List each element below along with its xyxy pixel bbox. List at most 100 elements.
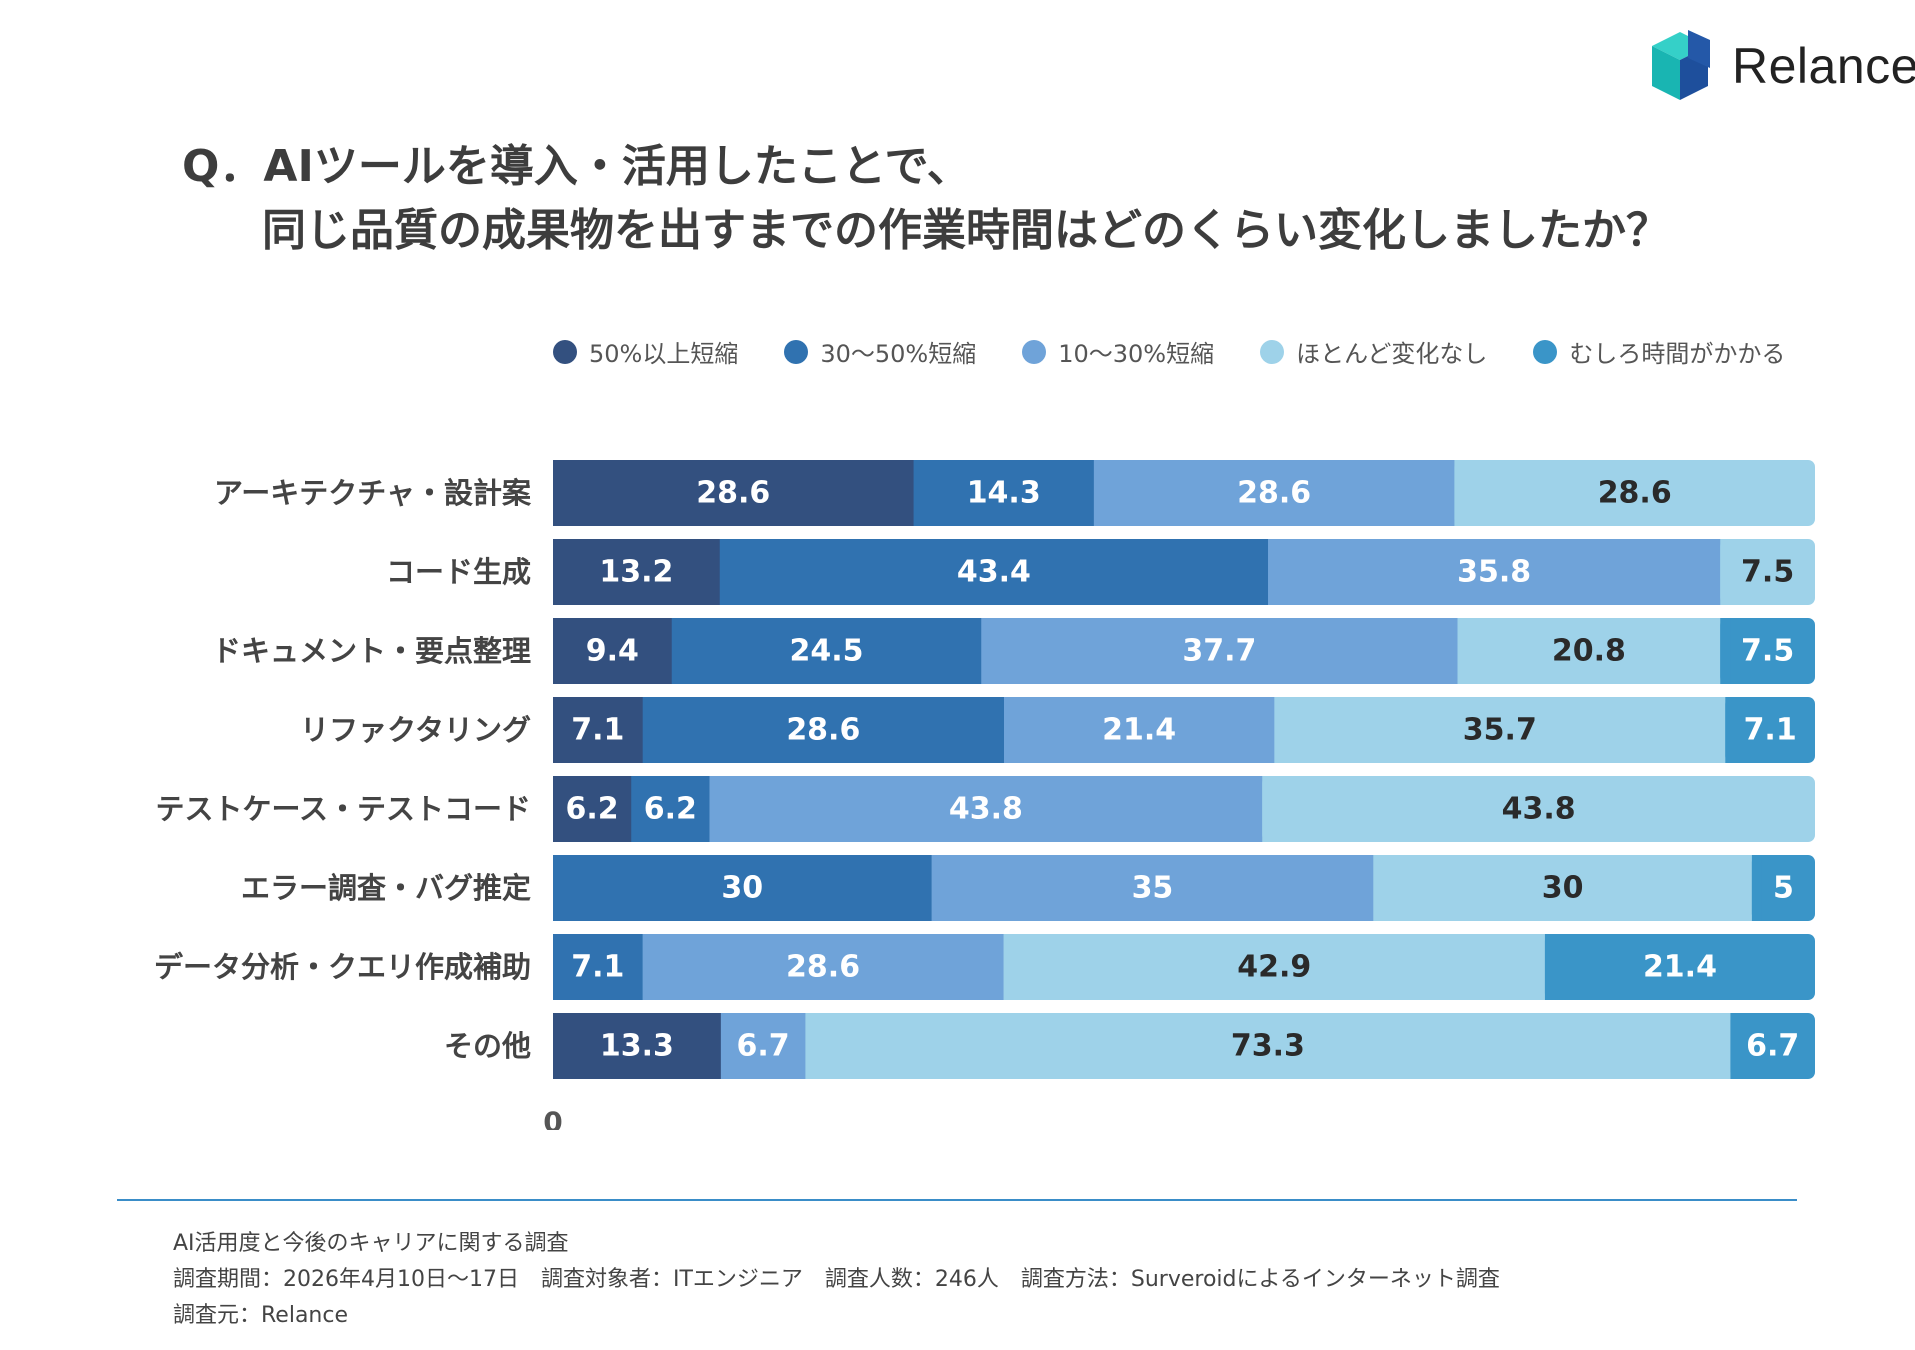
bar-segment xyxy=(642,934,1005,1000)
data-label: 30 xyxy=(1542,871,1584,906)
data-label: 5 xyxy=(1773,871,1794,906)
legend-label: むしろ時間がかかる xyxy=(1569,340,1786,368)
cube-logo-icon xyxy=(1652,30,1710,100)
category-label: コード生成 xyxy=(386,555,531,589)
data-label: 42.9 xyxy=(1237,950,1311,985)
bar-segment xyxy=(553,855,933,921)
bar-segment xyxy=(805,1013,1732,1079)
category-label: データ分析・クエリ作成補助 xyxy=(154,950,531,984)
legend-label: 30～50%短縮 xyxy=(820,340,977,368)
data-label: 9.4 xyxy=(586,634,639,669)
bar-segment xyxy=(553,460,915,526)
brand-name: Relance xyxy=(1732,38,1915,94)
survey-footer: AI活用度と今後のキャリアに関する調査 調査期間：2026年4月10日～17日 … xyxy=(173,1226,1500,1334)
data-label: 24.5 xyxy=(789,634,863,669)
data-label: 28.6 xyxy=(1598,476,1672,511)
chart-title-line-2: 同じ品質の成果物を出すまでの作業時間はどのくらい変化しましたか？ xyxy=(262,205,1670,256)
bar-segment-joint xyxy=(1544,934,1555,1000)
data-label: 28.6 xyxy=(786,713,860,748)
bar-segment xyxy=(1268,539,1721,605)
bar-segment-joint xyxy=(1725,697,1736,763)
bar-segment xyxy=(1262,776,1815,842)
bar-segment xyxy=(1274,697,1726,763)
footer-survey-name: AI活用度と今後のキャリアに関する調査 xyxy=(173,1231,569,1256)
bar-segment xyxy=(1720,618,1815,684)
data-label: 20.8 xyxy=(1552,634,1626,669)
footer-survey-details: 調査期間：2026年4月10日～17日 調査対象者：ITエンジニア 調査人数：2… xyxy=(173,1267,1500,1292)
bar-segment xyxy=(1457,618,1721,684)
bar-segment-joint xyxy=(1720,539,1731,605)
category-label: アーキテクチャ・設計案 xyxy=(214,476,532,510)
data-label: 6.7 xyxy=(1746,1029,1799,1064)
legend-label: ほとんど変化なし xyxy=(1296,340,1488,368)
legend-item-2: 10～30%短縮 xyxy=(1022,334,1214,369)
data-label: 37.7 xyxy=(1182,634,1256,669)
bar-segment xyxy=(1003,934,1546,1000)
legend-label: 10～30%短縮 xyxy=(1058,340,1215,368)
data-label: 30 xyxy=(721,871,763,906)
bar-segment xyxy=(931,855,1374,921)
bar-segment xyxy=(1454,460,1815,526)
stacked-bar-chart: アーキテクチャ・設計案 28.6 14.3 28.6 28.6 コード生成 13.2 43.4… xyxy=(154,460,1815,1131)
legend-swatch xyxy=(1022,339,1047,364)
bar-segment xyxy=(1720,539,1815,605)
bar-segment xyxy=(642,697,1005,763)
footer-divider xyxy=(117,1199,1797,1201)
category-label: エラー調査・バグ推定 xyxy=(241,871,531,905)
bar-segment-joint xyxy=(1730,1013,1741,1079)
chart-legend: 50%以上短縮 30～50%短縮 10～30%短縮 ほとんど変化なし むしろ時間がかかる xyxy=(553,334,1785,369)
data-label: 6.7 xyxy=(737,1029,790,1064)
data-label: 6.2 xyxy=(566,792,619,827)
legend-item-4: むしろ時間がかかる xyxy=(1533,334,1785,369)
data-label: 73.3 xyxy=(1231,1029,1305,1064)
data-label: 6.2 xyxy=(644,792,697,827)
data-label: 43.8 xyxy=(949,792,1023,827)
bar-segment xyxy=(553,618,673,684)
data-label: 21.4 xyxy=(1643,950,1717,985)
legend-label: 50%以上短縮 xyxy=(589,340,739,368)
data-label: 35 xyxy=(1132,871,1174,906)
bar-segment xyxy=(553,934,644,1000)
bar-segment xyxy=(553,539,721,605)
data-label: 35.7 xyxy=(1463,713,1537,748)
data-label: 14.3 xyxy=(967,476,1041,511)
bar-segment xyxy=(720,1013,806,1079)
data-label: 28.6 xyxy=(786,950,860,985)
bar-segment xyxy=(1730,1013,1815,1079)
bar-segment xyxy=(709,776,1263,842)
brand-logo: Relance xyxy=(1648,28,1915,104)
bar-segment xyxy=(1751,855,1815,921)
bar-segment xyxy=(1544,934,1815,1000)
data-label: 7.1 xyxy=(571,950,624,985)
legend-item-1: 30～50%短縮 xyxy=(784,334,976,369)
bar-segment xyxy=(671,618,982,684)
chart-title-line-1: Q．AIツールを導入・活用したことで、 xyxy=(182,141,971,192)
legend-swatch xyxy=(553,339,577,364)
category-label: その他 xyxy=(444,1029,531,1063)
data-label: 28.6 xyxy=(1237,476,1311,511)
legend-item-3: ほとんど変化なし xyxy=(1260,334,1487,369)
data-label: 7.5 xyxy=(1741,555,1794,590)
bar-segment xyxy=(1373,855,1753,921)
x-axis-tick-label: 0 xyxy=(543,1106,562,1131)
data-label: 7.1 xyxy=(1744,713,1797,748)
bar-segment xyxy=(913,460,1095,526)
category-label: リファクタリング xyxy=(300,713,531,747)
bar-segment xyxy=(553,1013,722,1079)
bar-segment xyxy=(553,776,632,842)
data-label: 28.6 xyxy=(696,476,770,511)
legend-item-0: 50%以上短縮 xyxy=(553,334,738,369)
bar-segment-joint xyxy=(1262,776,1273,842)
bar-segment xyxy=(631,776,711,842)
data-label: 7.5 xyxy=(1741,634,1794,669)
data-label: 7.1 xyxy=(571,713,624,748)
data-label: 21.4 xyxy=(1102,713,1176,748)
bar-segment xyxy=(1003,697,1275,763)
data-label: 43.4 xyxy=(957,555,1031,590)
data-label: 35.8 xyxy=(1457,555,1531,590)
bar-segment xyxy=(719,539,1269,605)
legend-swatch xyxy=(784,339,809,364)
bar-segment xyxy=(1093,460,1456,526)
bar-segment-joint xyxy=(1720,618,1731,684)
legend-swatch xyxy=(1533,339,1558,364)
